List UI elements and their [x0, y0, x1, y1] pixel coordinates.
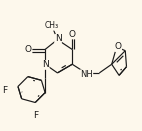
Text: O: O: [69, 30, 76, 39]
Text: NH: NH: [80, 70, 93, 79]
Text: N: N: [55, 34, 61, 43]
Text: F: F: [33, 111, 38, 120]
Text: F: F: [2, 86, 8, 95]
Text: O: O: [115, 42, 122, 51]
Text: O: O: [25, 45, 32, 54]
Text: N: N: [42, 60, 49, 69]
Text: CH₃: CH₃: [45, 21, 59, 30]
